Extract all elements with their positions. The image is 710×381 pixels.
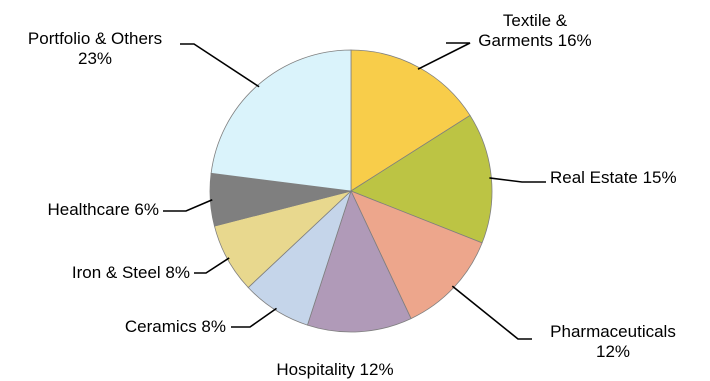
leader-line-textile-and-garments <box>417 42 471 70</box>
label-pharmaceuticals: Pharmaceuticals 12% <box>550 322 676 361</box>
leader-line-healthcare <box>163 198 213 212</box>
leader-line-iron-and-steel <box>194 257 230 274</box>
slice-hospitality <box>306 189 412 333</box>
label-ceramics: Ceramics 8% <box>125 317 226 336</box>
label-hospitality: Hospitality 12% <box>276 360 393 379</box>
leader-line-portfolio-and-others <box>180 43 260 88</box>
leader-lines <box>163 42 546 340</box>
pie-slices <box>209 49 493 333</box>
label-portfolio-and-others: Portfolio & Others 23% <box>28 29 162 68</box>
leader-line-pharmaceuticals <box>451 285 532 340</box>
slice-textile-and-garments <box>350 49 471 192</box>
label-iron-and-steel: Iron & Steel 8% <box>72 263 190 282</box>
leader-line-ceramics <box>231 307 277 328</box>
label-real-estate: Real Estate 15% <box>550 168 677 187</box>
leader-line-real-estate <box>489 177 546 183</box>
label-textile-and-garments: Textile & Garments 16% <box>478 11 591 50</box>
slice-portfolio-and-others <box>210 49 352 192</box>
slice-labels: Textile & Garments 16% Real Estate 15% Phar… <box>28 11 677 379</box>
label-healthcare: Healthcare 6% <box>47 200 159 219</box>
